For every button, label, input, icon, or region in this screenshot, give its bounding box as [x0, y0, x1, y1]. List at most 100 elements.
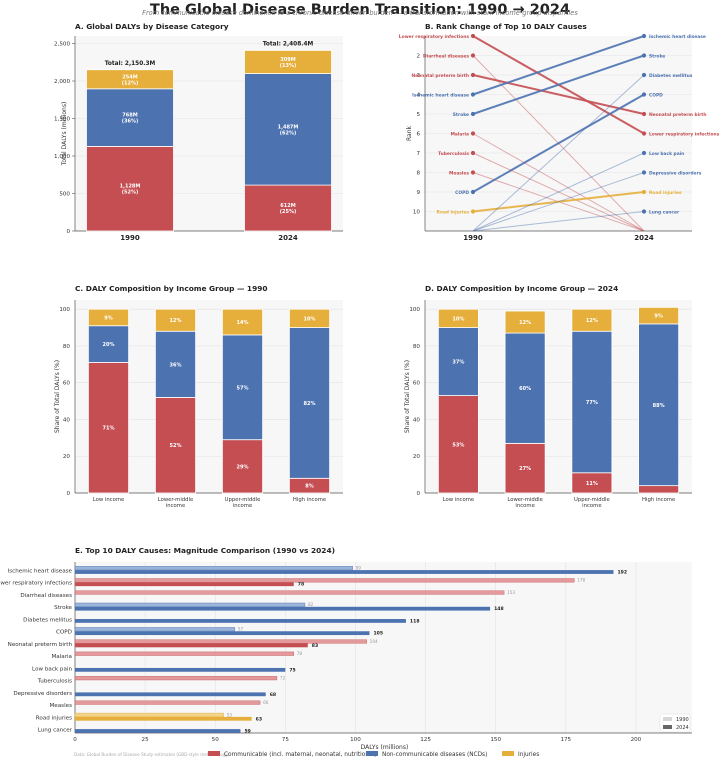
panel-b-ytick-label: 10 — [413, 210, 421, 216]
panel-e-bar-2024 — [75, 582, 294, 587]
panel-e-value-2024: 83 — [312, 643, 318, 649]
panel-e-value-1990: 82 — [308, 602, 314, 607]
panel-e-bar-2024 — [75, 643, 308, 648]
panel-c-bar-injuries — [288, 308, 330, 328]
panel-b-ytick-label: 9 — [416, 190, 420, 196]
panel-d-ytick-label: 0 — [416, 491, 420, 497]
panel-e-year-legend: 1990 2024 — [659, 713, 691, 733]
legend-swatch-communicable — [208, 751, 220, 756]
panel-d-ylabel: Share of Total DALYs (%) — [404, 360, 411, 433]
panel-e-xtick-label: 100 — [350, 737, 361, 743]
panel-b-label-1990: Ischemic heart disease — [412, 92, 469, 98]
panel-e-bar-1990 — [74, 676, 278, 681]
panel-b-ytick-label: 7 — [416, 151, 420, 157]
panel-e-value-1990: 178 — [577, 578, 585, 583]
panel-d-title: D. DALY Composition by Income Group — 20… — [425, 284, 618, 293]
panel-b-label-2024: COPD — [649, 92, 663, 98]
panel-e-legend-label-2024: 2024 — [676, 725, 689, 731]
panel-e-bar-2024 — [75, 631, 370, 636]
panel-c-bar-ncd — [221, 334, 263, 441]
panel-d-bar-label: 77% — [586, 400, 598, 406]
panel-e-legend-swatch-2024 — [663, 725, 672, 729]
panel-b-point-2024 — [641, 111, 647, 117]
panel-b-point-1990 — [470, 111, 476, 117]
panel-c-ytick-label: 60 — [63, 381, 71, 387]
panel-e-xtick-label: 0 — [73, 737, 77, 743]
panel-e-xtick-label: 75 — [282, 737, 290, 743]
panel-d-bar-label: 53% — [452, 442, 464, 448]
panel-d-xtick-label: Upper-middle income — [574, 497, 610, 509]
panel-e-bar-2024 — [75, 716, 252, 721]
panel-a-ytick-label: 0 — [66, 229, 70, 235]
panel-e-value-2024: 118 — [410, 618, 420, 624]
panel-d-bar-label: 12% — [586, 318, 598, 324]
panel-e-legend-label-1990: 1990 — [676, 717, 689, 723]
panel-e-bar-1990 — [74, 602, 306, 607]
panel-c-ylabel: Share of Total DALYs (%) — [54, 360, 61, 433]
panel-e-ytick-label: Lower respiratory infections — [0, 581, 72, 587]
panel-a-ytick-label: 1,500 — [54, 117, 70, 123]
panel-b-point-2024 — [641, 53, 647, 58]
panel-a-bar-ncd — [86, 88, 174, 147]
panel-e-ytick-label: Low back pain — [32, 666, 72, 672]
panel-e-ytick-label: Tuberculosis — [37, 679, 72, 685]
panel-a-bar-injuries — [86, 69, 174, 90]
panel-a-title: A. Global DALYs by Disease Category — [75, 22, 229, 31]
panel-e-title: E. Top 10 DALY Causes: Magnitude Compari… — [75, 546, 335, 555]
panel-b-point-2024 — [641, 170, 647, 175]
panel-b-point-1990 — [470, 92, 476, 97]
panel-c-ytick-label: 40 — [63, 417, 71, 423]
panel-b-slope-line — [472, 211, 645, 232]
panel-a-bar-label: 612M (25%) — [280, 203, 297, 215]
panel-b-slope-line — [472, 74, 645, 232]
panel-b-label-2024: Depressive disorders — [649, 170, 702, 176]
panel-c-bar-injuries — [154, 308, 196, 332]
legend-swatch-injuries — [502, 751, 514, 756]
panel-e-bar-1990 — [74, 590, 505, 595]
panel-c-ytick-label: 80 — [63, 344, 71, 350]
panel-c-ytick-label: 20 — [63, 454, 71, 460]
panel-c-xtick-label: Upper-middle income — [225, 497, 261, 509]
panel-b-point-2024 — [641, 150, 647, 156]
legend-label-ncd: Non-communicable diseases (NCDs) — [382, 752, 487, 758]
panel-c-bar-ncd — [88, 325, 130, 363]
panel-c-xtick-label: Low income — [93, 497, 125, 503]
panel-d-bar-communicable — [504, 442, 546, 494]
panel-e-value-2024: 68 — [270, 692, 276, 698]
panel-e-ytick-label: Road injuries — [36, 715, 72, 721]
panel-d-bar-label: 37% — [452, 360, 464, 366]
panel-d-bar-communicable — [638, 485, 680, 494]
panel-e-xtick-label: 25 — [142, 737, 150, 743]
panel-e-value-1990: 78 — [297, 651, 303, 656]
panel-b-slope-line — [472, 172, 645, 232]
panel-b-label-2024: Stroke — [649, 53, 665, 59]
panel-d-bar-label: 88% — [653, 403, 665, 409]
panel-b-point-1990 — [470, 150, 476, 156]
panel-e-bar-1990 — [74, 651, 294, 656]
legend-label-communicable: Communicable (incl. maternal, neonatal, … — [224, 752, 376, 758]
panel-b-slope-line — [472, 54, 645, 115]
panel-d-xtick-label: High income — [642, 497, 675, 503]
panel-e-legend-swatch-1990 — [663, 717, 672, 721]
panel-b-point-2024 — [641, 131, 647, 136]
panel-c-bar-label: 12% — [170, 318, 182, 324]
panel-c-bar-ncd — [288, 327, 330, 479]
panel-a-ylabel: Total DALYs (millions) — [61, 102, 68, 167]
panel-b-ytick-label: 2 — [416, 54, 420, 60]
panel-b-title: B. Rank Change of Top 10 DALY Causes — [425, 22, 587, 31]
panel-d-bar-label: 9% — [654, 314, 663, 320]
figure-title: The Global Disease Burden Transition: 19… — [150, 2, 570, 18]
panel-d-bar-label: 11% — [586, 481, 598, 487]
panel-c-xtick-label: Lower-middle income — [158, 497, 194, 509]
panel-d-bar-injuries — [571, 308, 613, 332]
legend-swatch-ncd — [366, 751, 378, 756]
panel-b-label-2024: Ischemic heart disease — [649, 34, 706, 40]
panel-b-slope-line — [472, 191, 645, 213]
panel-e-value-2024: 105 — [373, 631, 383, 637]
panel-a-bar-label: 309M (13%) — [280, 57, 297, 69]
panel-e-value-2024: 192 — [617, 570, 627, 576]
panel-b-point-1990 — [470, 170, 476, 175]
panel-d-ytick-label: 60 — [413, 381, 421, 387]
panel-a-bar-ncd — [244, 73, 332, 186]
panel-b-label-2024: Neonatal preterm birth — [649, 112, 707, 118]
